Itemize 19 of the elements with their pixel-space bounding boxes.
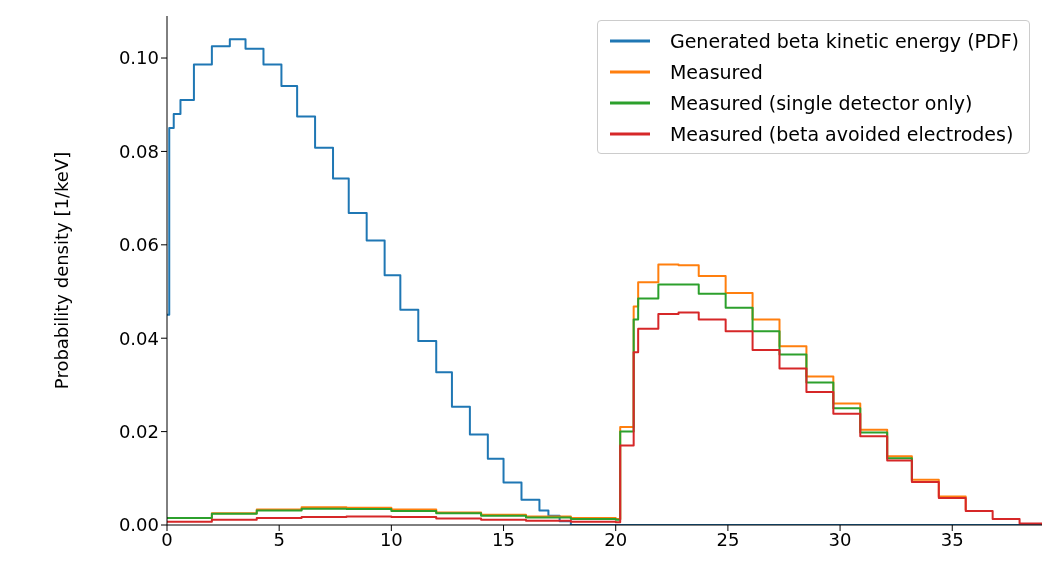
x-tick-label: 30 [828, 528, 852, 550]
y-tick-label: 0.10 [118, 47, 159, 69]
legend-label: Measured [669, 60, 763, 83]
y-axis-title: Probability density [1/keV] [51, 151, 73, 390]
x-tick-label: 25 [716, 528, 740, 550]
x-tick-label: 10 [379, 528, 403, 550]
y-tick-label: 0.06 [118, 234, 159, 256]
y-tick-label: 0.00 [118, 514, 159, 536]
legend-label: Measured (single detector only) [669, 91, 973, 114]
x-tick-label: 20 [604, 528, 628, 550]
y-tick-label: 0.08 [118, 140, 159, 162]
x-tick-label: 5 [273, 528, 285, 550]
legend-label: Measured (beta avoided electrodes) [669, 122, 1014, 145]
x-tick-label: 15 [492, 528, 515, 550]
legend-label: Generated beta kinetic energy (PDF) [669, 29, 1019, 52]
y-tick-label: 0.02 [118, 421, 159, 442]
x-tick-label: 35 [940, 528, 964, 550]
y-tick-label: 0.04 [118, 327, 159, 349]
x-tick-label: 0 [161, 528, 173, 550]
